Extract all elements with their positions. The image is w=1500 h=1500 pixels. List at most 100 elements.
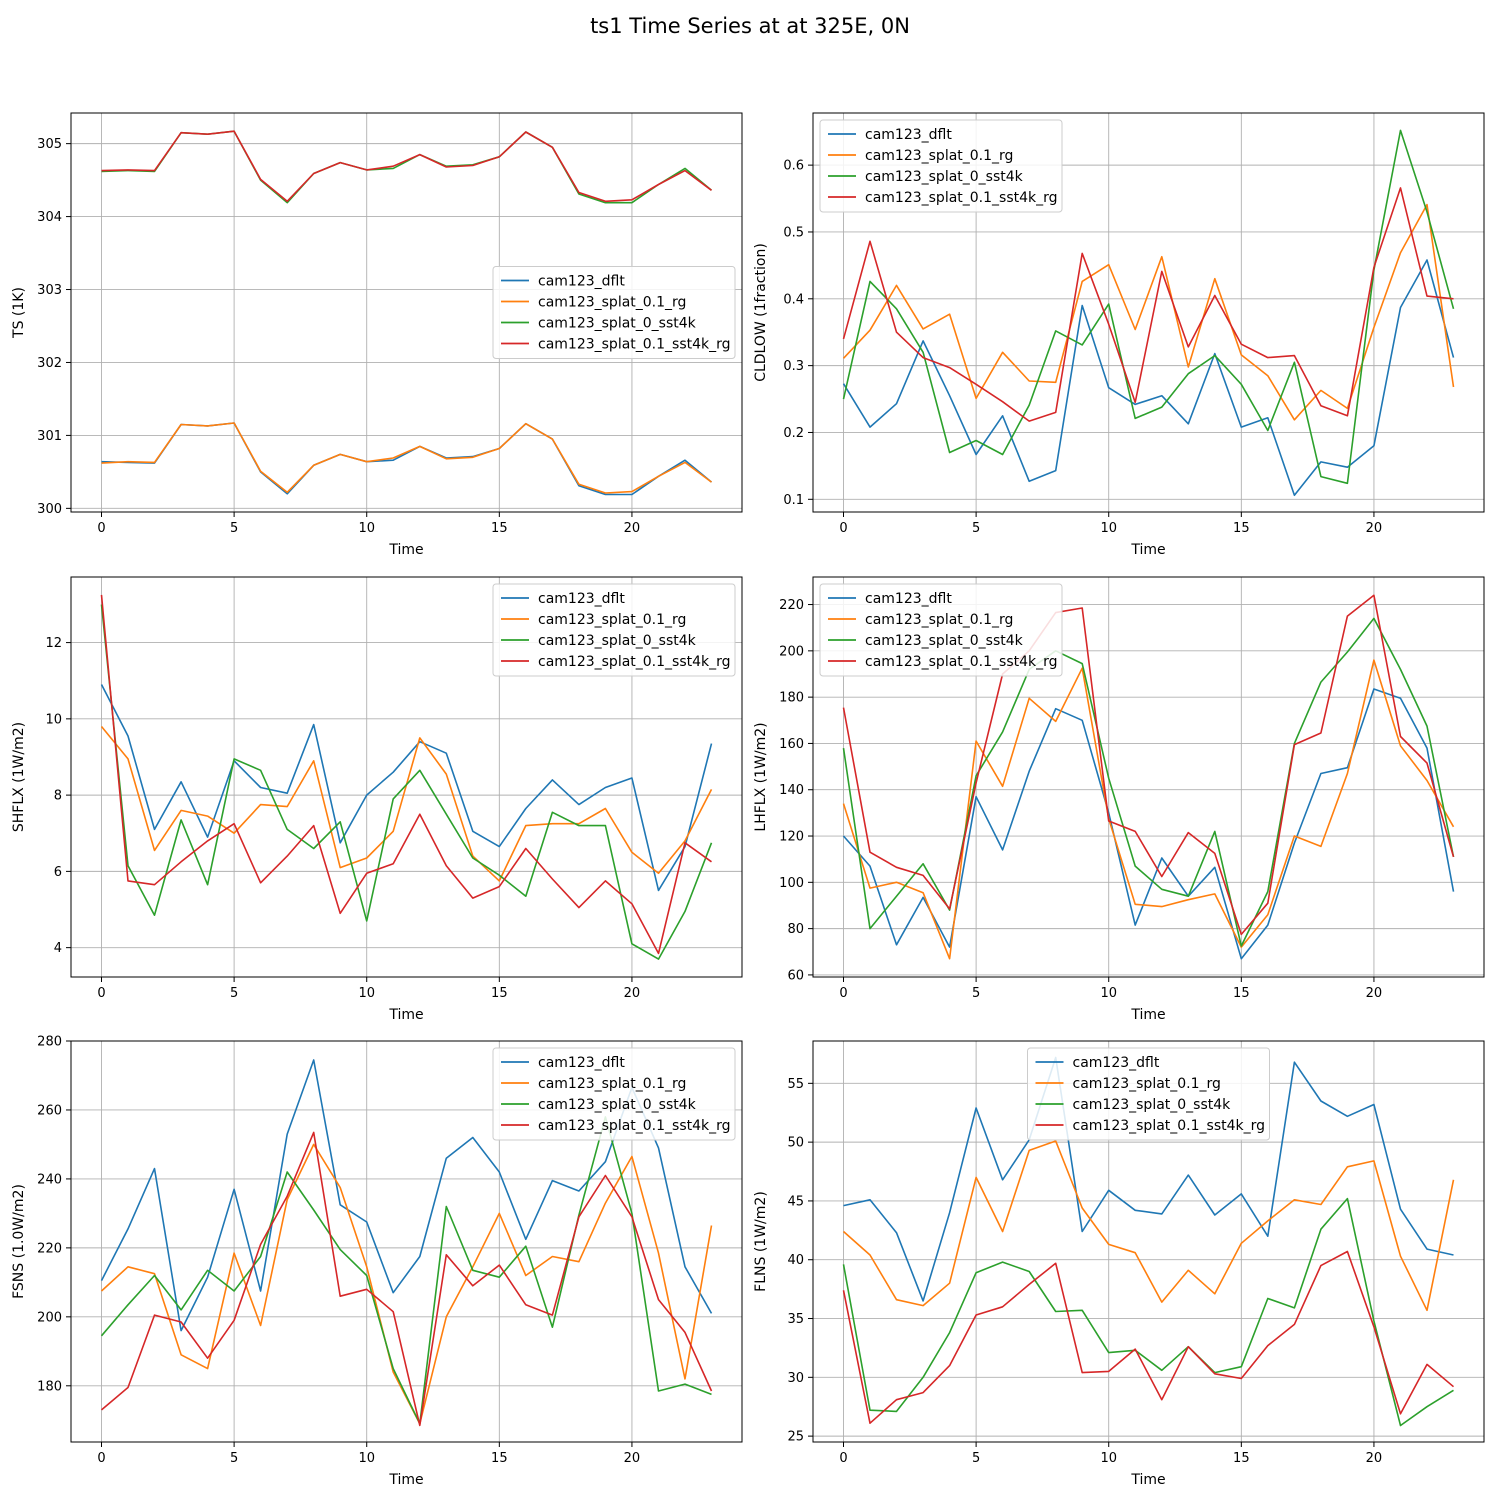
legend-label: cam123_splat_0.1_sst4k_rg — [538, 337, 731, 353]
x-tick-label: 0 — [97, 986, 105, 1001]
series-line — [100, 1143, 713, 1425]
series-line — [842, 259, 1455, 497]
legend: cam123_dflt cam123_splat_0.1_rg cam123_spl… — [819, 583, 1063, 677]
legend-label: cam123_splat_0.1_sst4k_rg — [538, 654, 731, 670]
y-tick-label: 45 — [787, 1194, 804, 1209]
series-line — [100, 604, 713, 960]
series-line — [842, 1250, 1455, 1424]
y-tick-label: 180 — [37, 1379, 62, 1394]
axes-frame — [70, 1040, 743, 1443]
legend-label: cam123_splat_0.1_rg — [1073, 1076, 1221, 1092]
legend-label: cam123_splat_0.1_sst4k_rg — [538, 1118, 731, 1134]
axes-frame — [70, 576, 743, 978]
y-axis-label: TS (1K) — [11, 287, 27, 339]
figure-title: ts1 Time Series at at 325E, 0N — [590, 14, 910, 38]
series-line — [100, 1059, 713, 1332]
x-tick-label: 15 — [491, 1451, 508, 1466]
y-tick-label: 220 — [779, 598, 804, 613]
y-axis-label: FSNS (1.0W/m2) — [11, 1184, 27, 1299]
y-tick-label: 0.3 — [783, 359, 804, 374]
legend-label: cam123_splat_0.1_rg — [865, 612, 1013, 628]
series-line — [100, 725, 713, 882]
y-tick-label: 160 — [779, 737, 804, 752]
legend-label: cam123_splat_0.1_sst4k_rg — [865, 654, 1058, 670]
legend-frame — [819, 119, 1063, 213]
legend-label: cam123_dflt — [865, 591, 952, 607]
x-tick-label: 15 — [1233, 1451, 1250, 1466]
x-tick-label: 5 — [230, 1451, 238, 1466]
y-tick-label: 0.6 — [783, 159, 804, 174]
y-tick-label: 25 — [787, 1430, 804, 1445]
x-tick-label: 0 — [97, 521, 105, 536]
series-line — [100, 1116, 712, 1425]
x-tick-label: 0 — [839, 1451, 847, 1466]
legend: cam123_dflt cam123_splat_0.1_rg cam123_spl… — [1027, 1047, 1270, 1141]
x-tick-label: 5 — [972, 986, 980, 1001]
legend-label: cam123_dflt — [1073, 1055, 1160, 1071]
subplot-shflx: 0 5 10 15 20 4 6 8 10 12 Time SHFLX (1W/m2) cam123_d… — [11, 576, 743, 1023]
x-tick-label: 20 — [624, 986, 641, 1001]
subplot-fsns: 0 5 10 15 20 180 200 220 240 260 280 Time FSNS (1.0W… — [11, 1035, 743, 1488]
x-tick-label: 5 — [230, 986, 238, 1001]
y-tick-label: 305 — [37, 137, 62, 152]
x-tick-label: 15 — [1233, 521, 1250, 536]
legend-label: cam123_splat_0_sst4k — [865, 633, 1024, 649]
x-axis-label: Time — [1130, 542, 1165, 558]
y-tick-label: 180 — [779, 691, 804, 706]
y-tick-label: 140 — [779, 783, 804, 798]
x-axis-label: Time — [1130, 1007, 1165, 1023]
legend-frame — [492, 1047, 736, 1141]
y-tick-label: 0.4 — [783, 292, 804, 307]
y-tick-label: 4 — [54, 941, 62, 956]
x-tick-label: 0 — [839, 986, 847, 1001]
legend: cam123_dflt cam123_splat_0.1_rg cam123_spl… — [492, 1047, 736, 1141]
subplot-ts: 0 5 10 15 20 300 301 302 303 304 305 Time TS (1K) cam… — [11, 112, 743, 558]
series-line — [842, 659, 1455, 960]
series-line — [842, 203, 1455, 421]
y-tick-label: 55 — [787, 1077, 804, 1092]
x-tick-label: 0 — [839, 521, 847, 536]
series-line — [101, 422, 712, 494]
series-line — [843, 1056, 1454, 1302]
y-tick-label: 40 — [787, 1253, 804, 1268]
y-tick-label: 303 — [37, 283, 62, 298]
legend-label: cam123_dflt — [865, 127, 952, 143]
x-tick-label: 10 — [358, 986, 375, 1001]
x-tick-label: 5 — [230, 521, 238, 536]
x-tick-label: 15 — [491, 986, 508, 1001]
series-line — [101, 422, 713, 496]
legend-frame — [492, 583, 736, 677]
y-tick-label: 220 — [37, 1241, 62, 1256]
legend-label: cam123_splat_0.1_rg — [538, 612, 686, 628]
legend-frame — [819, 583, 1063, 677]
x-tick-label: 10 — [358, 521, 375, 536]
x-tick-label: 20 — [624, 521, 641, 536]
subplot-cldlow: 0 5 10 15 20 0.1 0.2 0.3 0.4 0.5 0.6 Time CLDLOW (1f… — [753, 112, 1485, 558]
y-tick-label: 304 — [37, 210, 62, 225]
series-line — [100, 594, 712, 955]
x-axis-label: Time — [388, 542, 423, 558]
legend-frame — [492, 266, 736, 359]
y-tick-label: 50 — [787, 1136, 804, 1151]
x-axis-label: Time — [388, 1007, 423, 1023]
series-line — [101, 130, 713, 204]
x-tick-label: 0 — [97, 1451, 105, 1466]
series-line — [842, 688, 1455, 960]
y-tick-label: 200 — [37, 1310, 62, 1325]
legend-label: cam123_splat_0.1_rg — [538, 1076, 686, 1092]
y-tick-label: 6 — [54, 865, 62, 880]
x-tick-label: 10 — [1100, 521, 1117, 536]
y-axis-label: CLDLOW (1fraction) — [753, 243, 769, 382]
y-tick-label: 200 — [779, 644, 804, 659]
y-tick-label: 100 — [779, 876, 804, 891]
series-line — [842, 1197, 1454, 1427]
subplot-lhflx: 0 5 10 15 20 60 80 100 120 140 160 180 200 220 Time LHF… — [753, 576, 1485, 1023]
series-line — [842, 1140, 1455, 1312]
x-tick-label: 10 — [358, 1451, 375, 1466]
y-tick-label: 120 — [779, 830, 804, 845]
y-tick-label: 240 — [37, 1172, 62, 1187]
legend-label: cam123_splat_0.1_sst4k_rg — [865, 190, 1058, 206]
y-axis-label: SHFLX (1W/m2) — [11, 722, 27, 832]
y-tick-label: 10 — [45, 712, 62, 727]
y-tick-label: 30 — [787, 1371, 804, 1386]
